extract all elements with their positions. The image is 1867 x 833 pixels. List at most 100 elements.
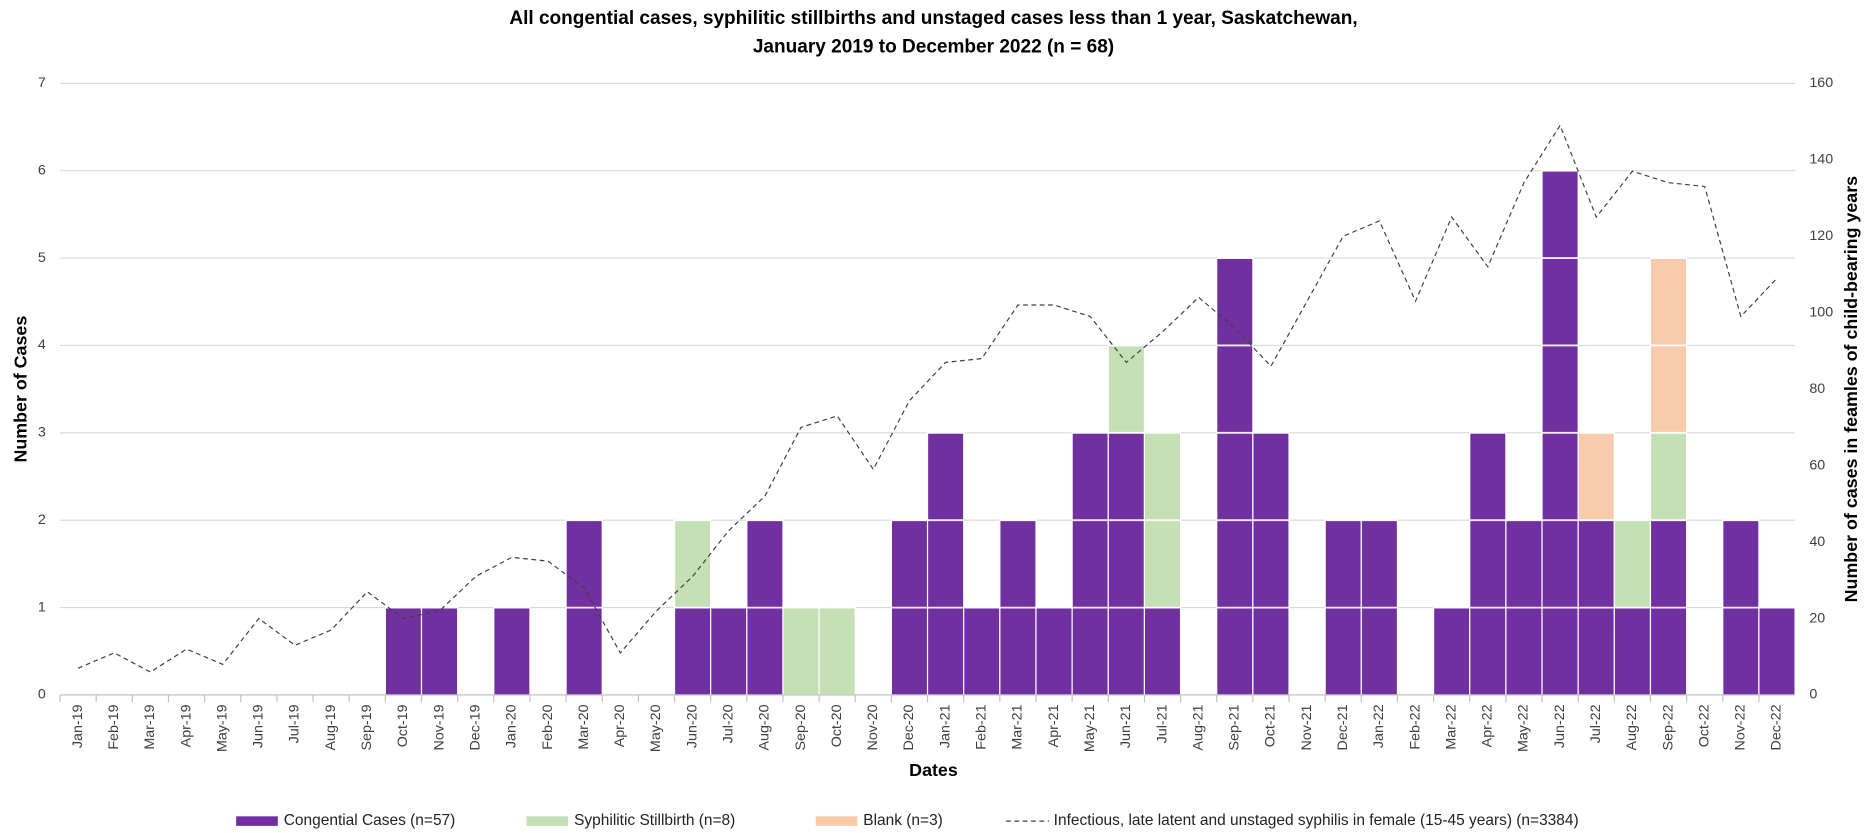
y-tick-label: 2 [38,512,46,528]
bar-segment [420,606,459,696]
x-tick-label: Jul-20 [721,704,737,743]
y2-tick-label: 80 [1809,381,1825,397]
x-tick-label: Dec-19 [467,704,483,750]
x-tick-label: Jul-21 [1154,704,1170,743]
bar-segment [1035,606,1073,696]
x-tick-label: Jun-20 [684,704,700,748]
y2-tick-label: 160 [1809,75,1833,91]
chart-title: January 2019 to December 2022 (n = 68) [753,37,1114,58]
x-tick-label: Oct-19 [395,704,411,747]
legend-swatch [236,816,278,826]
x-tick-label: Sep-21 [1227,704,1243,750]
y2-tick-label: 0 [1809,687,1817,703]
x-tick-label: Jun-22 [1552,704,1568,748]
y2-axis-title: Number of cases in feamles of child-bear… [1841,176,1861,602]
x-tick-label: Aug-20 [757,704,773,750]
chart-title: All congential cases, syphilitic stillbi… [509,8,1357,29]
bar-segment [1577,432,1615,521]
x-tick-label: Aug-21 [1190,704,1206,750]
x-tick-label: Jan-19 [70,704,86,748]
x-tick-label: Aug-22 [1624,704,1640,750]
y-tick-label: 3 [38,425,46,441]
bar-segment [1107,432,1146,696]
legend-label: Congential Cases (n=57) [284,812,456,829]
bar-segment [1433,606,1471,696]
x-tick-label: May-19 [214,704,230,752]
x-tick-label: Jul-19 [287,704,303,743]
legend-label: Infectious, late latent and unstaged syp… [1054,812,1579,829]
bar-segment [1107,344,1146,434]
bar-segment [1071,432,1109,696]
x-tick-label: Feb-20 [540,704,556,749]
bar-segment [673,606,712,696]
bar-segment [673,519,712,609]
x-tick-label: May-21 [1082,704,1098,752]
y2-tick-label: 20 [1809,610,1825,626]
bar-segment [818,606,856,696]
x-tick-label: Nov-20 [865,704,881,750]
y-tick-label: 1 [38,599,46,615]
x-tick-label: Jan-22 [1371,704,1387,748]
bar-segment [963,606,1001,696]
y-tick-label: 0 [38,687,46,703]
y2-tick-label: 100 [1809,304,1833,320]
bar-segment [1758,606,1796,696]
x-tick-label: Mar-19 [142,704,158,749]
x-tick-label: Oct-20 [829,704,845,747]
x-tick-label: Jul-22 [1588,704,1604,743]
bar-segment [493,606,531,696]
x-tick-label: Jan-21 [937,704,953,748]
y-tick-label: 7 [38,75,46,91]
x-tick-label: Feb-19 [106,704,122,749]
x-tick-label: Jun-19 [251,704,267,748]
x-tick-label: Apr-22 [1480,704,1496,747]
bar-segment [1649,432,1688,521]
x-tick-label: Feb-21 [974,704,990,749]
x-tick-label: May-20 [648,704,664,752]
x-tick-label: Apr-21 [1046,704,1062,747]
x-tick-label: Mar-21 [1010,704,1026,749]
x-tick-label: Apr-20 [612,704,628,747]
x-tick-label: Oct-21 [1263,704,1279,747]
y-tick-label: 5 [38,250,46,266]
y-tick-label: 6 [38,162,46,178]
y2-tick-label: 140 [1809,152,1833,168]
x-tick-label: Jun-21 [1118,704,1134,748]
x-tick-label: May-22 [1516,704,1532,752]
x-tick-label: Aug-19 [323,704,339,750]
x-tick-label: Dec-22 [1769,704,1785,750]
y2-tick-label: 60 [1809,457,1825,473]
x-tick-label: Feb-22 [1407,704,1423,749]
bar-segment [1143,606,1182,696]
y2-tick-label: 40 [1809,534,1825,550]
x-tick-label: Oct-22 [1696,704,1712,747]
bar-segment [782,606,820,696]
bar-segment [1216,257,1254,696]
x-tick-label: Nov-21 [1299,704,1315,750]
bar-segment [1613,606,1652,696]
x-tick-label: Sep-22 [1660,704,1676,750]
bar-segment [1469,432,1507,696]
legend-swatch [815,816,858,826]
legend-label: Blank (n=3) [863,812,943,829]
x-tick-label: Nov-22 [1733,704,1749,750]
bar-segment [710,606,748,696]
x-tick-label: Sep-19 [359,704,375,750]
x-tick-label: Dec-20 [901,704,917,750]
y2-tick-label: 120 [1809,228,1833,244]
x-tick-label: Jan-20 [504,704,520,748]
x-tick-label: Apr-19 [178,704,194,747]
x-tick-label: Dec-21 [1335,704,1351,750]
x-tick-label: Nov-19 [431,704,447,750]
legend-swatch [526,816,569,826]
x-axis-title: Dates [909,760,958,780]
y-axis-title: Number of Cases [11,316,31,463]
line-series [77,124,1778,673]
legend-label: Syphilitic Stillbirth (n=8) [574,812,735,829]
bar-segment [926,432,965,696]
bar-segment [1613,519,1652,609]
x-tick-label: Mar-22 [1443,704,1459,749]
x-tick-label: Mar-20 [576,704,592,749]
y-tick-label: 4 [38,337,46,353]
